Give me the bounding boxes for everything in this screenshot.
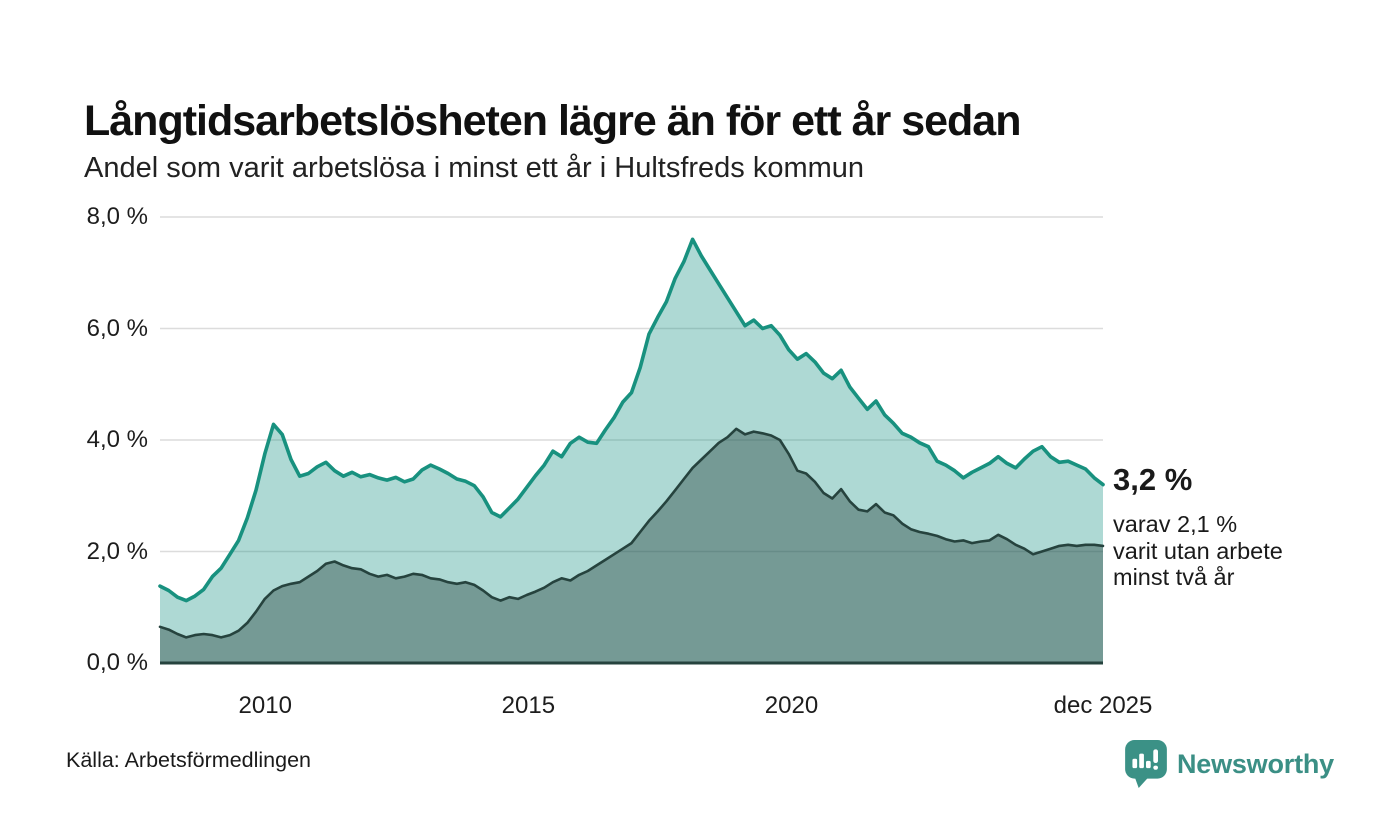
newsworthy-logo-icon (1125, 740, 1167, 788)
y-axis-label: 2,0 % (86, 537, 148, 565)
series-area-two-year (160, 428, 1103, 663)
area-chart-svg (158, 216, 1105, 665)
y-axis-label: 6,0 % (86, 314, 148, 342)
page-title: Långtidsarbetslösheten lägre än för ett … (84, 96, 1021, 145)
annotation-detail-line: varit utan arbete (1113, 537, 1283, 564)
annotation-detail-line: minst två år (1113, 564, 1235, 590)
y-axis-label: 8,0 % (86, 203, 148, 230)
newsworthy-brand: Newsworthy (1125, 740, 1334, 788)
series-line-two-year (158, 427, 1105, 639)
y-axis-label: 4,0 % (86, 426, 148, 453)
y-axis-label: 0,0 % (86, 649, 148, 676)
plot-area (158, 216, 1105, 665)
annotation-detail-line: varav 2,1 % (1113, 511, 1238, 537)
x-axis-label: dec 2025 (1053, 692, 1153, 719)
x-axis-label: 2020 (764, 692, 819, 719)
series-line-one-year (158, 237, 1105, 603)
series-area-one-year (160, 239, 1103, 664)
x-axis-label: 2015 (501, 692, 556, 719)
chart-subtitle: Andel som varit arbetslösa i minst ett å… (84, 152, 865, 184)
latest-value-annotation: 3,2 % varav 2,1 % varit utan arbete mins… (1113, 462, 1343, 591)
x-axis-label: 2010 (238, 692, 292, 719)
annotation-value: 3,2 % (1113, 462, 1193, 497)
newsworthy-wordmark: Newsworthy (1176, 748, 1334, 779)
source-note: Källa: Arbetsförmedlingen (66, 748, 312, 772)
